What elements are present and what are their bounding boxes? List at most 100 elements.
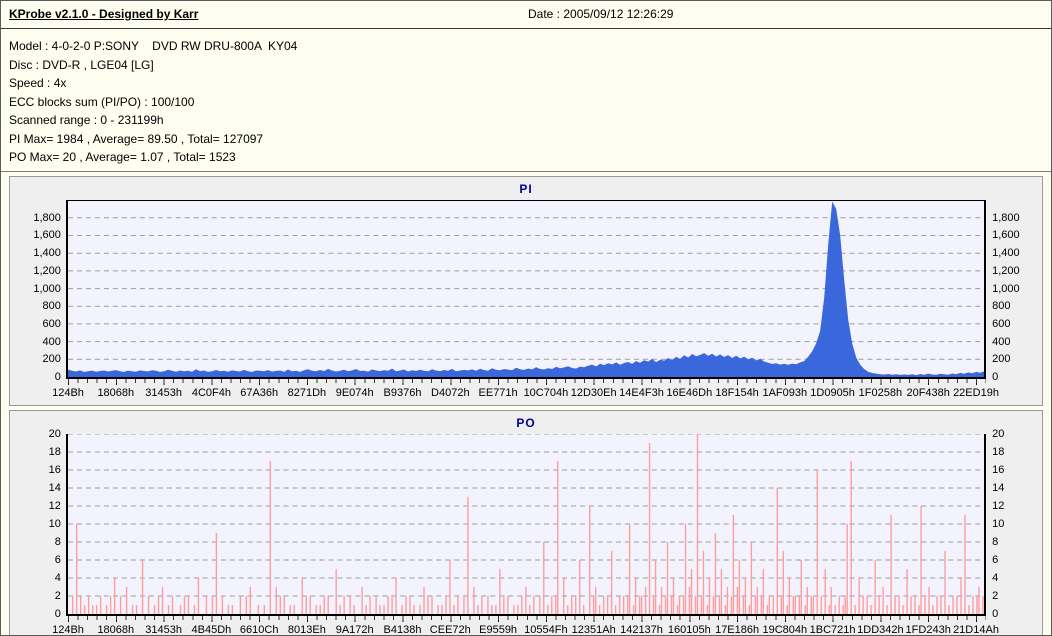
info-scanned-range: Scanned range : 0 - 231199h — [9, 113, 164, 127]
po-y-axis-left: 0 2 4 6 8 10 12 14 16 18 20 — [10, 428, 66, 620]
x-axis-tick-label: 1D0905h — [810, 387, 855, 399]
x-axis-tick-label: 9E074h — [335, 387, 374, 399]
po-plot-area — [65, 434, 987, 616]
po-x-axis: 124Bh 18068h 31453h 4B45Dh 6610Ch 8013Eh 9A172… — [10, 616, 1042, 636]
y-axis-tick-label: 10 — [992, 518, 1005, 530]
y-axis-tick-label: 20 — [992, 428, 1005, 440]
pi-series-svg — [67, 201, 985, 377]
x-axis-tick-label: 6610Ch — [239, 624, 279, 636]
y-axis-tick-label: 0 — [992, 608, 999, 620]
y-axis-tick-label: 400 — [992, 335, 1011, 348]
y-axis-tick-label: 2 — [992, 590, 999, 602]
x-axis-tick-label: D4072h — [431, 387, 470, 399]
x-axis-tick-label: 4B45Dh — [191, 624, 232, 636]
pi-plot-area — [65, 200, 987, 379]
y-axis-tick-label: 1,800 — [992, 211, 1020, 224]
pi-chart-title: PI — [519, 182, 533, 196]
x-axis-tick-label: 19C804h — [762, 624, 808, 636]
x-axis-tick-label: 18068h — [97, 387, 135, 399]
y-axis-tick-label: 1,600 — [992, 229, 1020, 242]
po-y-axis-right: 0 2 4 6 8 10 12 14 16 18 20 — [986, 428, 1042, 620]
x-axis-tick-label: B4138h — [383, 624, 422, 636]
x-axis-tick-label: 1FD243h — [905, 624, 951, 636]
y-axis-tick-label: 10 — [48, 518, 61, 530]
x-axis-tick-label: 10554Fh — [524, 624, 568, 636]
x-axis-tick-label: 10C704h — [523, 387, 569, 399]
x-axis-tick-label: 12351Ah — [571, 624, 616, 636]
pi-plot-row: 0 200 400 600 800 1,000 1,200 1,400 1,600 1,800 0… — [10, 200, 1042, 383]
x-axis-tick-label: EE771h — [478, 387, 518, 399]
y-axis-tick-label: 20 — [48, 428, 61, 440]
x-axis-tick-label: 18F154h — [715, 387, 759, 399]
x-axis-tick-label: 8013Eh — [287, 624, 326, 636]
y-axis-tick-label: 1,400 — [992, 247, 1020, 260]
y-axis-tick-label: 0 — [54, 371, 61, 383]
x-axis-tick-label: 1BC721h — [809, 624, 856, 636]
y-axis-tick-label: 16 — [992, 464, 1005, 476]
app-title: KProbe v2.1.0 - Designed by Karr — [9, 7, 199, 21]
x-axis-tick-label: 22ED19h — [953, 387, 999, 399]
pi-x-axis-labels: 124Bh 18068h 31453h 4C0F4h 67A36h 8271Dh 9E074… — [52, 379, 999, 401]
x-axis-tick-label: E9559h — [479, 624, 518, 636]
y-axis-tick-label: 6 — [54, 554, 61, 566]
x-axis-tick-label: 17E186h — [715, 624, 760, 636]
x-axis-tick-label: 124Bh — [52, 387, 84, 399]
y-axis-tick-label: 200 — [992, 353, 1011, 366]
po-chart-title: PO — [516, 416, 536, 430]
info-speed: Speed : 4x — [9, 76, 67, 90]
y-axis-tick-label: 600 — [42, 317, 61, 330]
x-axis-tick-label: 9A172h — [335, 624, 374, 636]
y-axis-tick-label: 18 — [992, 446, 1005, 458]
y-axis-tick-label: 8 — [54, 536, 61, 548]
pi-x-axis-minor-ticks — [68, 379, 986, 383]
x-axis-tick-label: 21D14Ah — [953, 624, 999, 636]
y-axis-tick-label: 14 — [992, 482, 1005, 494]
y-axis-tick-label: 1,600 — [33, 229, 61, 242]
y-axis-tick-label: 400 — [42, 335, 61, 348]
y-axis-tick-label: 12 — [992, 500, 1005, 512]
y-axis-tick-label: 4 — [992, 572, 999, 584]
y-axis-tick-label: 1,200 — [33, 264, 61, 277]
titlebar: KProbe v2.1.0 - Designed by Karr Date : … — [1, 1, 1051, 29]
y-axis-tick-label: 600 — [992, 317, 1011, 330]
y-axis-tick-label: 0 — [54, 608, 61, 620]
y-axis-tick-label: 1,400 — [33, 247, 61, 260]
x-axis-tick-label: 16E46Dh — [666, 387, 713, 399]
x-axis-tick-label: 8271Dh — [287, 387, 327, 399]
pi-x-axis: 124Bh 18068h 31453h 4C0F4h 67A36h 8271Dh 9E074… — [10, 379, 1042, 403]
po-chart-panel: PO 0 2 4 6 8 10 12 14 16 18 20 0 2 4 6 8 10 12 14 16 18 20 1… — [9, 410, 1043, 636]
x-axis-tick-label: B9376h — [383, 387, 422, 399]
x-axis-tick-label: 67A36h — [240, 387, 279, 399]
info-po-stats: PO Max= 20 , Average= 1.07 , Total= 1523 — [9, 150, 236, 164]
y-axis-tick-label: 8 — [992, 536, 999, 548]
y-axis-tick-label: 4 — [54, 572, 61, 584]
y-axis-tick-label: 1,000 — [33, 282, 61, 295]
x-axis-tick-label: 142137h — [620, 624, 663, 636]
x-axis-tick-label: 4C0F4h — [191, 387, 231, 399]
x-axis-tick-label: 1F0258h — [858, 387, 903, 399]
x-axis-tick-label: 12D30Eh — [570, 387, 617, 399]
y-axis-tick-label: 800 — [992, 300, 1011, 313]
pi-y-axis-left: 0 200 400 600 800 1,000 1,200 1,400 1,600 1,800 — [10, 200, 66, 383]
pi-chart-panel: PI 0 200 400 600 800 1,000 1,200 1,400 1,600 1,80… — [9, 176, 1043, 406]
y-axis-tick-label: 6 — [992, 554, 999, 566]
x-axis-tick-label: CEE72h — [429, 624, 471, 636]
scan-date: Date : 2005/09/12 12:26:29 — [528, 7, 674, 21]
info-pi-stats: PI Max= 1984 , Average= 89.50 , Total= 1… — [9, 131, 264, 146]
scan-info-panel: Model : 4-0-2-0 P:SONY DVD RW DRU-800A K… — [1, 29, 1051, 172]
po-x-axis-labels: 124Bh 18068h 31453h 4B45Dh 6610Ch 8013Eh 9A172… — [52, 616, 999, 636]
y-axis-tick-label: 200 — [42, 353, 61, 366]
y-axis-tick-label: 1,000 — [992, 282, 1020, 295]
po-plot-row: 0 2 4 6 8 10 12 14 16 18 20 0 2 4 6 8 10 12 14 16 18 20 — [10, 428, 1042, 620]
y-axis-tick-label: 0 — [992, 371, 999, 383]
x-axis-tick-label: 1AF093h — [762, 387, 808, 399]
info-model: Model : 4-0-2-0 P:SONY DVD RW DRU-800A K… — [9, 39, 298, 53]
y-axis-tick-label: 16 — [48, 464, 61, 476]
y-axis-tick-label: 2 — [54, 590, 61, 602]
x-axis-tick-label: 31453h — [145, 624, 182, 636]
x-axis-tick-label: 18068h — [97, 624, 135, 636]
x-axis-tick-label: 160105h — [667, 624, 711, 636]
y-axis-tick-label: 1,800 — [33, 211, 61, 224]
x-axis-tick-label: 14E4F3h — [619, 387, 664, 399]
